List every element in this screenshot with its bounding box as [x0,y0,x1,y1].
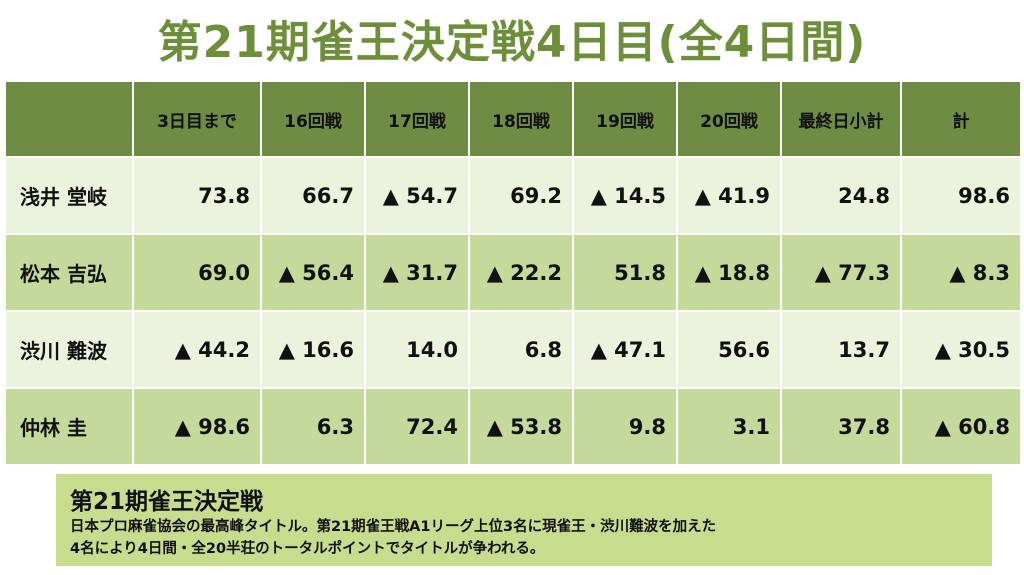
score-cell: 9.8 [572,387,678,466]
table-row: 浅井 堂岐 73.8 66.7 ▲ 54.7 69.2 ▲ 14.5 ▲ 41.… [4,156,1022,235]
header-cell: 17回戦 [364,80,470,158]
score-cell: ▲ 16.6 [260,310,366,389]
header-cell: 最終日小計 [780,80,902,158]
score-cell: ▲ 60.8 [900,387,1022,466]
score-cell: ▲ 22.2 [468,233,574,312]
score-cell: 6.8 [468,310,574,389]
score-cell: 51.8 [572,233,678,312]
header-row: 3日目まで 16回戦 17回戦 18回戦 19回戦 20回戦 最終日小計 計 [4,80,1022,158]
score-cell: 73.8 [132,156,262,235]
info-line: 日本プロ麻雀協会の最高峰タイトル。第21期雀王戦A1リーグ上位3名に現雀王・渋川… [70,519,717,535]
score-cell: 37.8 [780,387,902,466]
score-cell: ▲ 98.6 [132,387,262,466]
score-cell: 13.7 [780,310,902,389]
player-name: 松本 吉弘 [4,233,134,312]
score-cell: 3.1 [676,387,782,466]
table-row: 松本 吉弘 69.0 ▲ 56.4 ▲ 31.7 ▲ 22.2 51.8 ▲ 1… [4,233,1022,312]
score-cell: ▲ 31.7 [364,233,470,312]
header-cell: 16回戦 [260,80,366,158]
score-cell: ▲ 47.1 [572,310,678,389]
table-row: 渋川 難波 ▲ 44.2 ▲ 16.6 14.0 6.8 ▲ 47.1 56.6… [4,310,1022,389]
score-cell: ▲ 56.4 [260,233,366,312]
score-cell: 24.8 [780,156,902,235]
header-cell-empty [4,80,134,158]
header-cell: 3日目まで [132,80,262,158]
score-cell: 14.0 [364,310,470,389]
header-cell: 20回戦 [676,80,782,158]
score-cell: ▲ 30.5 [900,310,1022,389]
score-cell: ▲ 41.9 [676,156,782,235]
score-cell: ▲ 54.7 [364,156,470,235]
score-cell: ▲ 44.2 [132,310,262,389]
score-cell: ▲ 8.3 [900,233,1022,312]
info-title: 第21期雀王決定戦 [70,489,264,515]
info-text: 日本プロ麻雀協会の最高峰タイトル。第21期雀王戦A1リーグ上位3名に現雀王・渋川… [70,516,980,560]
player-name: 浅井 堂岐 [4,156,134,235]
score-cell: 66.7 [260,156,366,235]
score-cell: ▲ 77.3 [780,233,902,312]
score-cell: ▲ 18.8 [676,233,782,312]
player-name: 渋川 難波 [4,310,134,389]
info-line: 4名により4日間・全20半荘のトータルポイントでタイトルが争われる。 [70,541,545,557]
header-cell: 19回戦 [572,80,678,158]
score-cell: 69.0 [132,233,262,312]
score-cell: 69.2 [468,156,574,235]
score-cell: ▲ 53.8 [468,387,574,466]
header-cell: 計 [900,80,1022,158]
page-title: 第21期雀王決定戦4日目(全4日間) [157,17,867,68]
score-cell: 72.4 [364,387,470,466]
score-cell: 6.3 [260,387,366,466]
table-row: 仲林 圭 ▲ 98.6 6.3 72.4 ▲ 53.8 9.8 3.1 37.8… [4,387,1022,466]
score-cell: ▲ 14.5 [572,156,678,235]
score-cell: 98.6 [900,156,1022,235]
player-name: 仲林 圭 [4,387,134,466]
info-box: 第21期雀王決定戦 日本プロ麻雀協会の最高峰タイトル。第21期雀王戦A1リーグ上… [56,474,992,566]
score-cell: 56.6 [676,310,782,389]
header-cell: 18回戦 [468,80,574,158]
score-table: 3日目まで 16回戦 17回戦 18回戦 19回戦 20回戦 最終日小計 計 浅… [4,80,1022,466]
